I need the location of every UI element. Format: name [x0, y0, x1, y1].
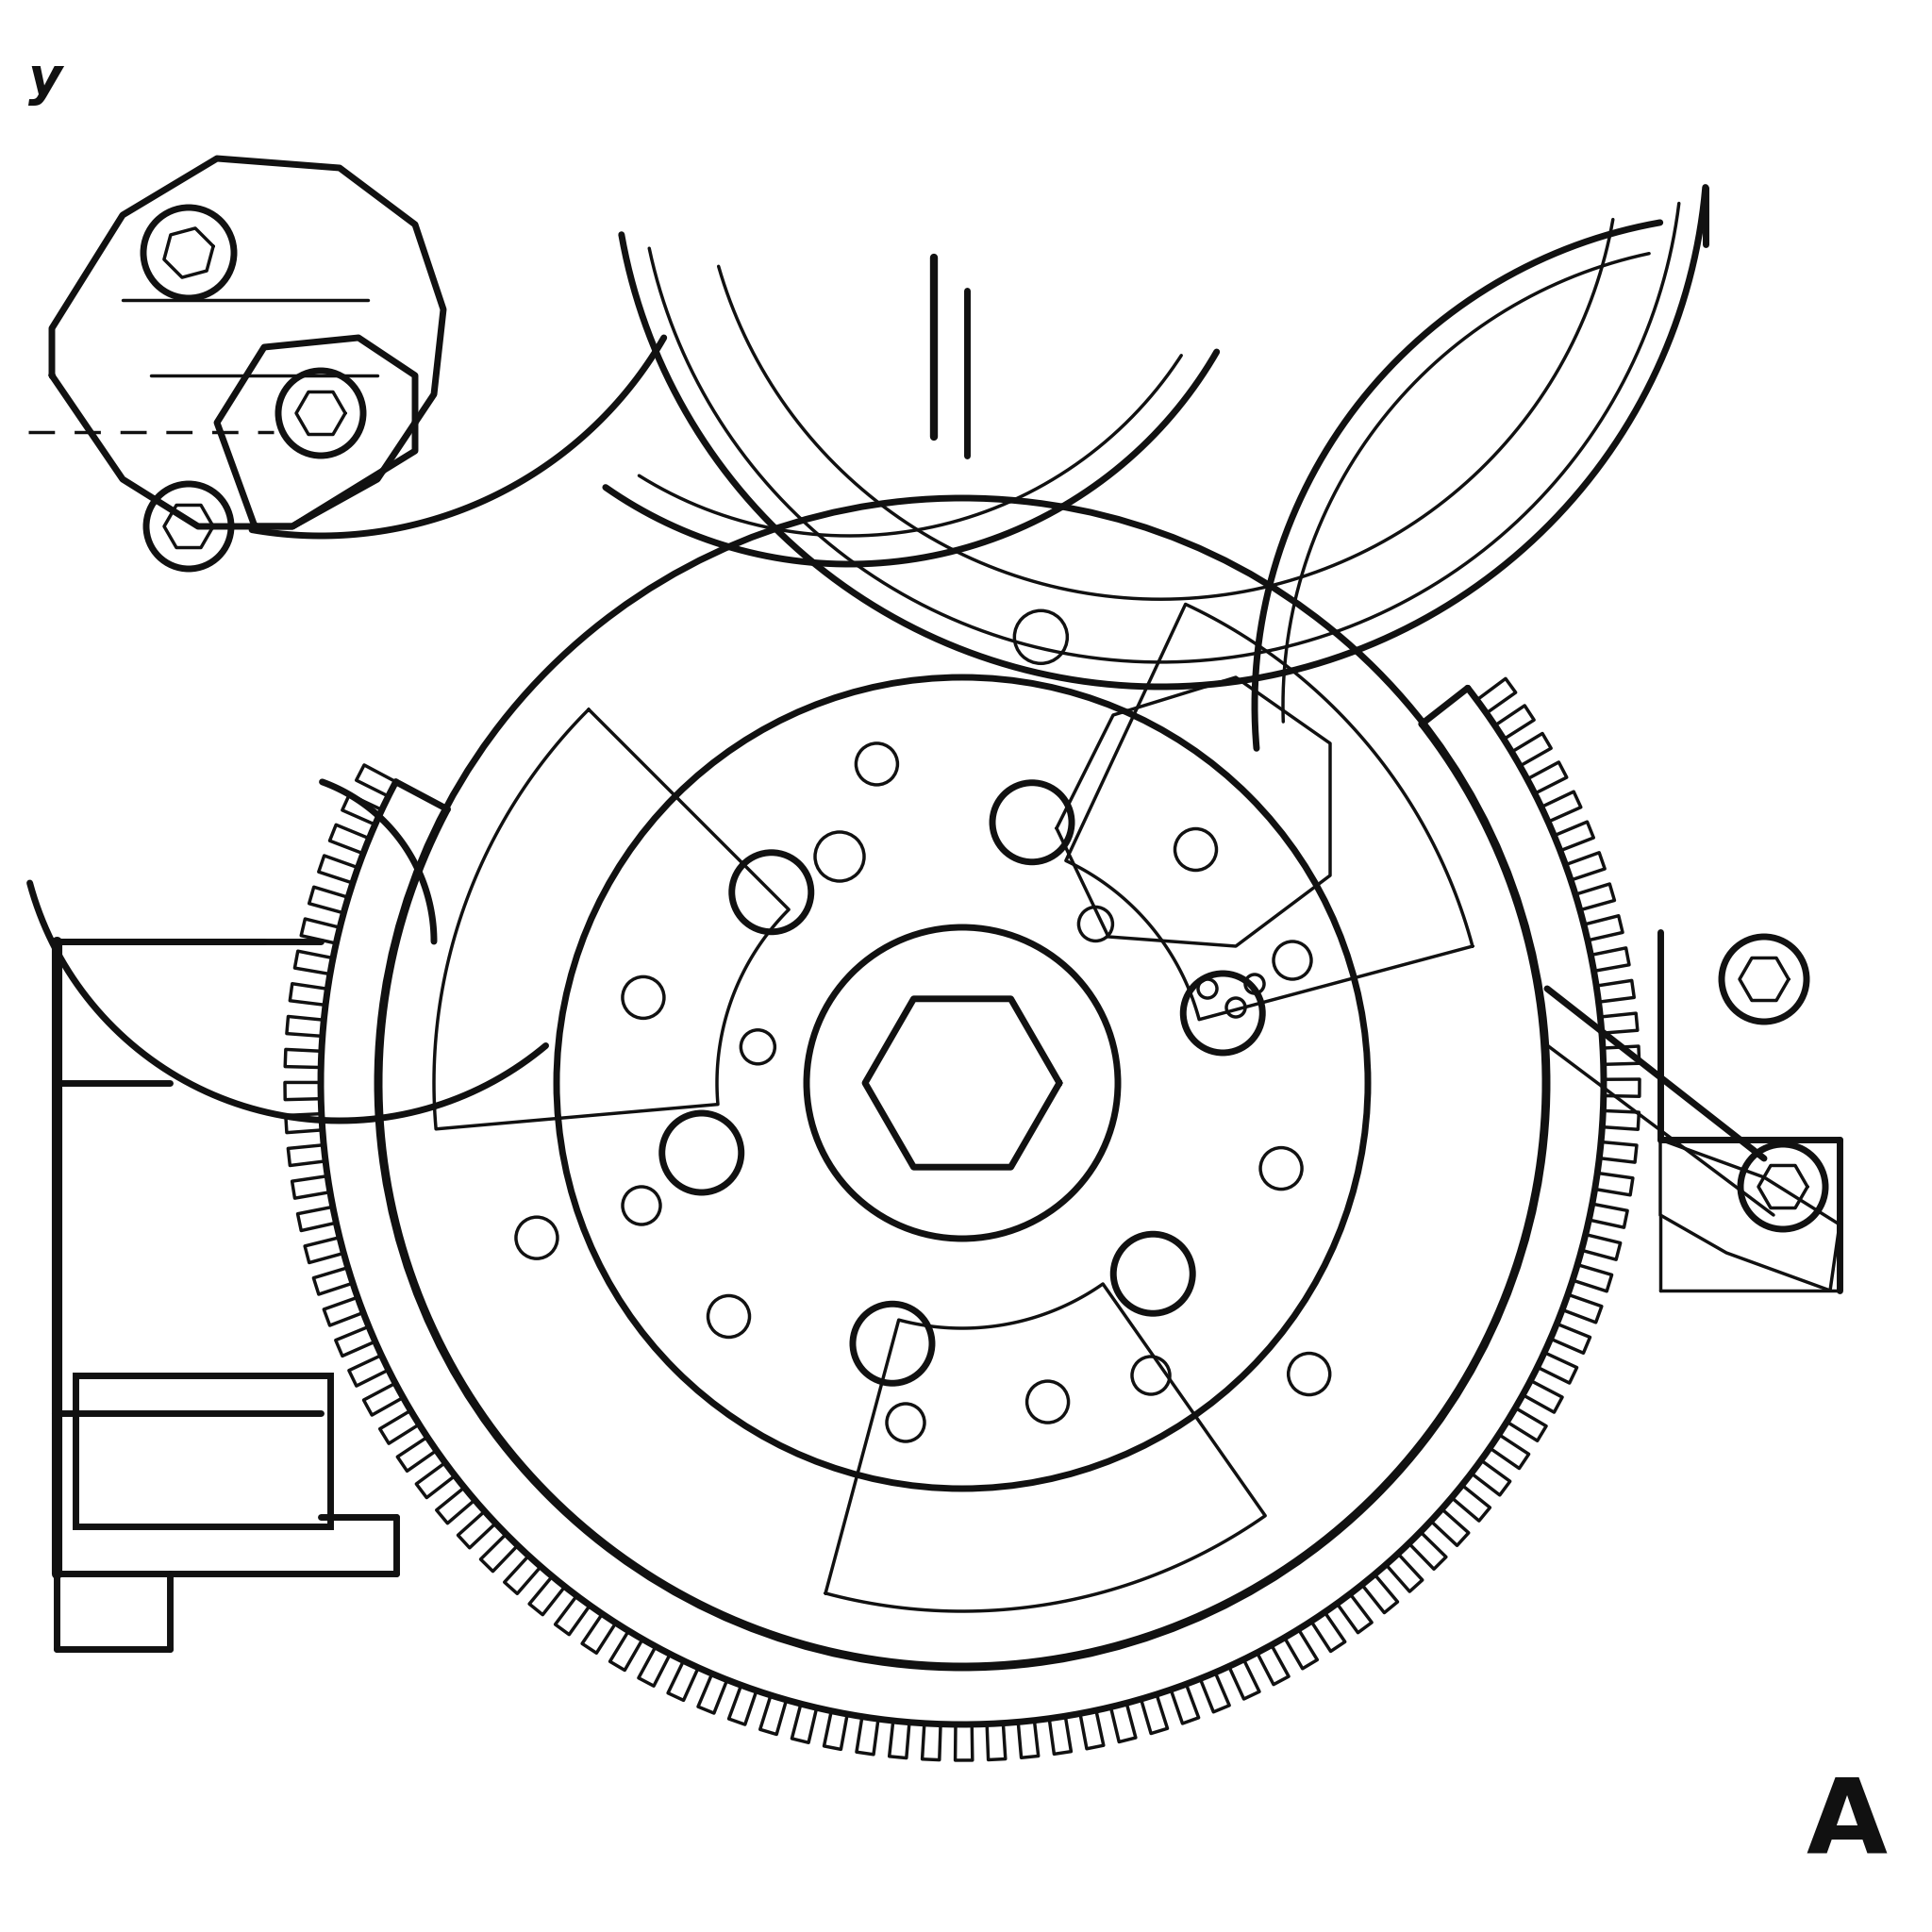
Text: A: A — [1806, 1774, 1888, 1876]
Text: y: y — [29, 54, 62, 106]
Bar — [75, 1376, 330, 1526]
